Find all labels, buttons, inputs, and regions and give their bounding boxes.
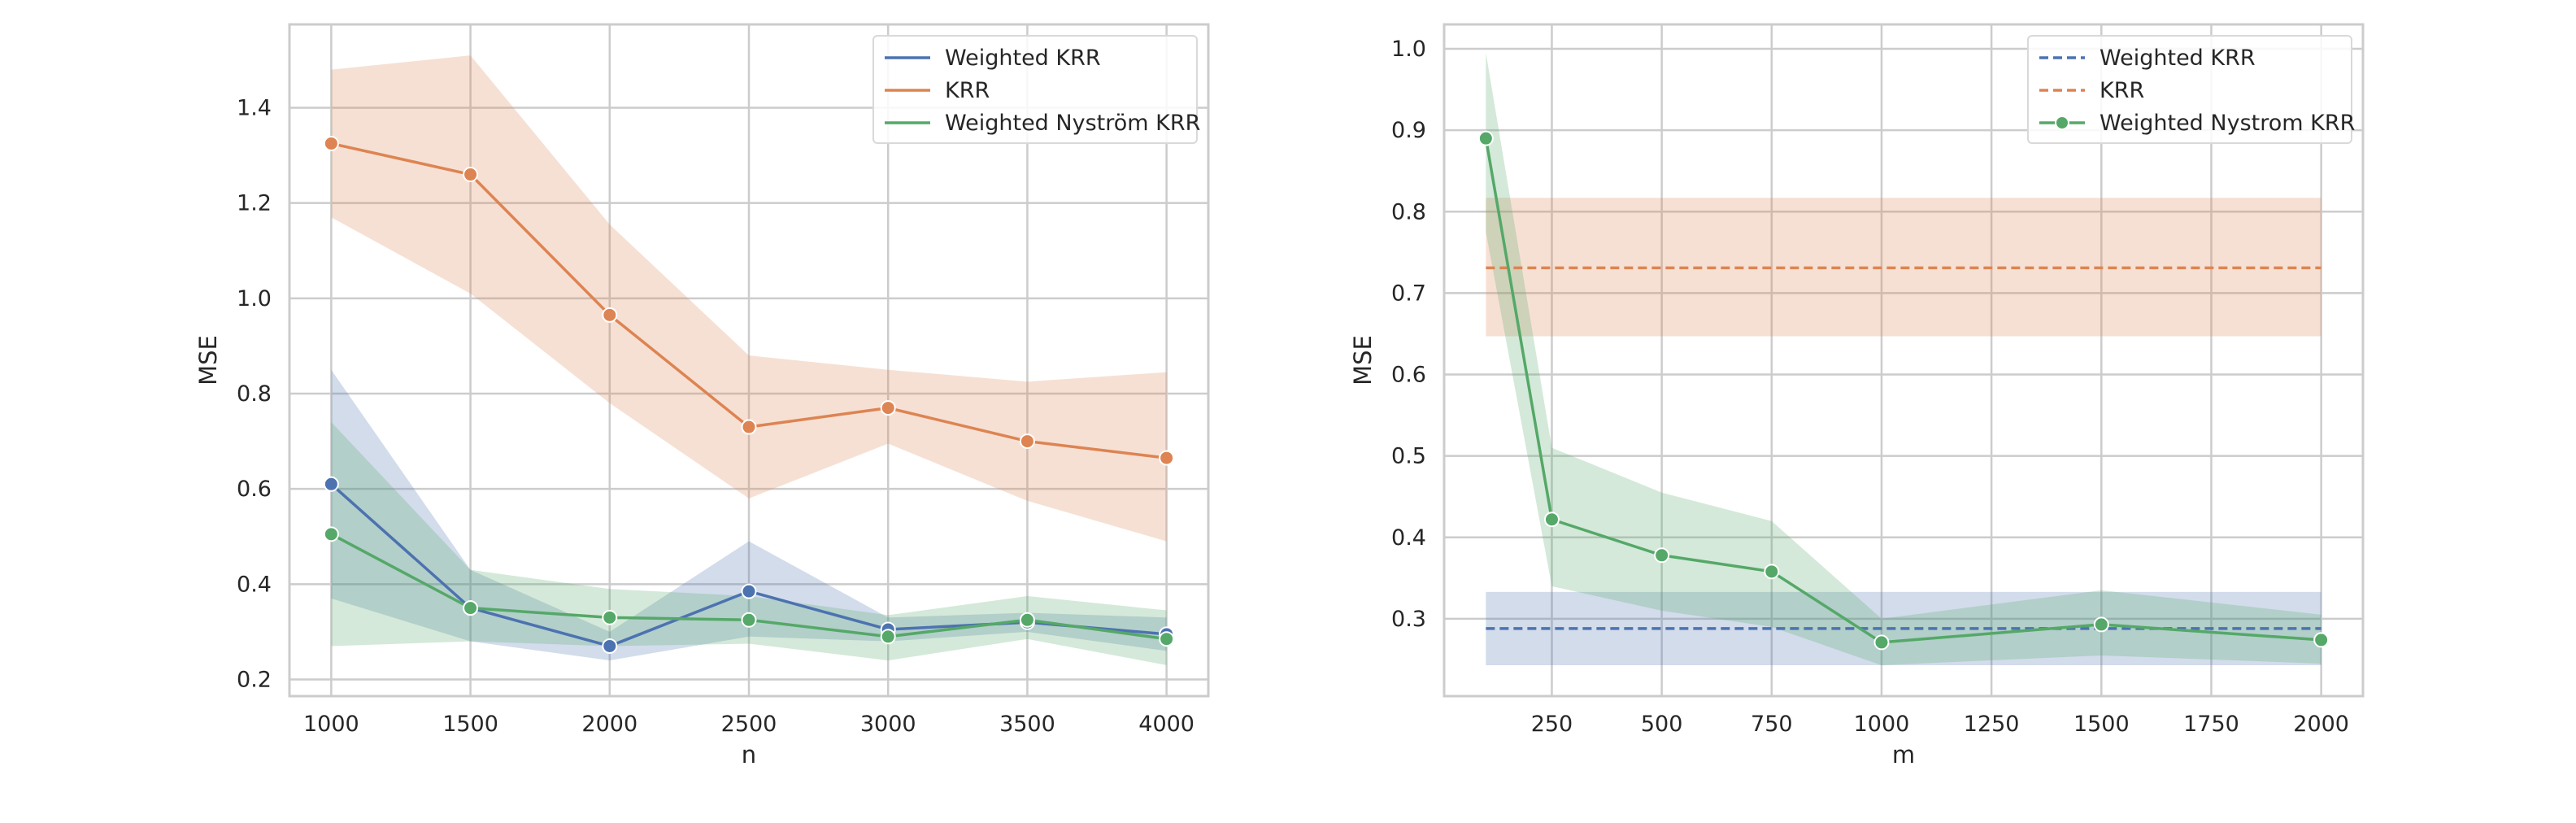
y-tick-label: 0.4: [1391, 525, 1426, 551]
data-point: [463, 600, 479, 616]
y-tick-label: 0.8: [1391, 199, 1426, 224]
x-tick-label: 3500: [999, 712, 1055, 737]
legend-label: Weighted Nystrom KRR: [2100, 111, 2355, 136]
y-axis-label: MSE: [1349, 335, 1377, 385]
y-tick-label: 0.3: [1391, 607, 1426, 632]
y-tick-label: 0.6: [1391, 363, 1426, 388]
data-point: [1543, 512, 1560, 528]
y-tick-label: 0.2: [237, 667, 272, 692]
data-point: [602, 307, 618, 323]
y-tick-label: 1.4: [237, 96, 272, 121]
y-tick-label: 1.0: [237, 286, 272, 311]
data-point: [2313, 632, 2330, 648]
data-point: [323, 476, 339, 492]
legend-label: Weighted KRR: [945, 46, 1101, 71]
data-point: [1654, 547, 1670, 564]
legend-box: [2027, 35, 2352, 144]
data-point: [463, 167, 479, 183]
x-tick-label: 1250: [1964, 712, 2020, 737]
x-tick-label: 250: [1531, 712, 1573, 737]
data-point: [1764, 564, 1780, 580]
y-tick-label: 0.6: [237, 477, 272, 502]
x-tick-label: 1750: [2183, 712, 2239, 737]
x-tick-label: 1500: [442, 712, 498, 737]
confidence-band-2: [331, 422, 1167, 665]
x-tick-label: 4000: [1138, 712, 1194, 737]
y-tick-label: 0.7: [1391, 281, 1426, 306]
legend-marker-2: [2055, 115, 2069, 130]
data-point: [323, 135, 339, 151]
x-tick-label: 1000: [303, 712, 359, 737]
data-point: [1477, 130, 1494, 146]
legend-label: KRR: [2100, 78, 2144, 103]
data-point: [323, 526, 339, 542]
y-tick-label: 1.2: [237, 191, 272, 216]
x-axis-label: m: [1892, 741, 1915, 769]
y-tick-label: 0.5: [1391, 444, 1426, 469]
x-tick-label: 500: [1641, 712, 1683, 737]
legend-label: Weighted Nyström KRR: [945, 111, 1200, 136]
y-tick-label: 0.9: [1391, 118, 1426, 143]
legend: Weighted KRR KRR Weighted Nystrom KRR: [2027, 35, 2355, 144]
y-tick-label: 0.4: [237, 572, 272, 597]
y-axis-label: MSE: [194, 335, 222, 385]
x-tick-label: 750: [1751, 712, 1793, 737]
y-tick-label: 0.8: [237, 381, 272, 407]
data-point: [1019, 433, 1035, 450]
chart-left-n: 1000 1500 2000 2500 3000 3500 4000 0.2 0.4 0.6 0.8…: [194, 23, 1210, 769]
x-tick-label: 3000: [860, 712, 916, 737]
legend-label: KRR: [945, 78, 990, 103]
data-point: [1159, 450, 1175, 466]
chart-right-m: 250 500 750 1000 1250 1500 1750 2000 0.3 0.4 0.5 0.…: [1349, 23, 2365, 769]
data-point: [602, 638, 618, 654]
data-point: [741, 419, 757, 435]
legend-label: Weighted KRR: [2100, 46, 2256, 71]
data-point: [1159, 631, 1175, 647]
legend-box: [872, 35, 1198, 144]
x-tick-label: 2000: [2293, 712, 2349, 737]
x-axis-label: n: [742, 741, 756, 769]
data-point: [2093, 616, 2109, 633]
x-tick-label: 1000: [1854, 712, 1910, 737]
legend: Weighted KRR KRR Weighted Nyström KRR: [872, 35, 1200, 144]
x-tick-label: 1500: [2073, 712, 2130, 737]
data-point: [741, 583, 757, 599]
data-point: [880, 400, 896, 416]
x-tick-label: 2000: [581, 712, 637, 737]
data-point: [741, 612, 757, 628]
x-tick-label: 2500: [721, 712, 777, 737]
data-point: [602, 609, 618, 625]
confidence-band-2: [1486, 53, 2321, 665]
data-point: [1873, 634, 1890, 651]
y-tick-label: 1.0: [1391, 37, 1426, 62]
data-point: [880, 629, 896, 645]
confidence-band-0: [331, 369, 1167, 661]
confidence-band-1: [331, 55, 1167, 542]
data-point: [1019, 612, 1035, 628]
